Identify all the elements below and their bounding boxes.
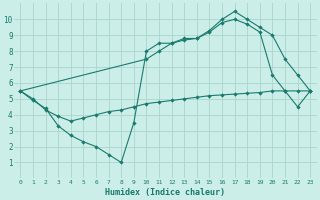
X-axis label: Humidex (Indice chaleur): Humidex (Indice chaleur) [105, 188, 225, 197]
